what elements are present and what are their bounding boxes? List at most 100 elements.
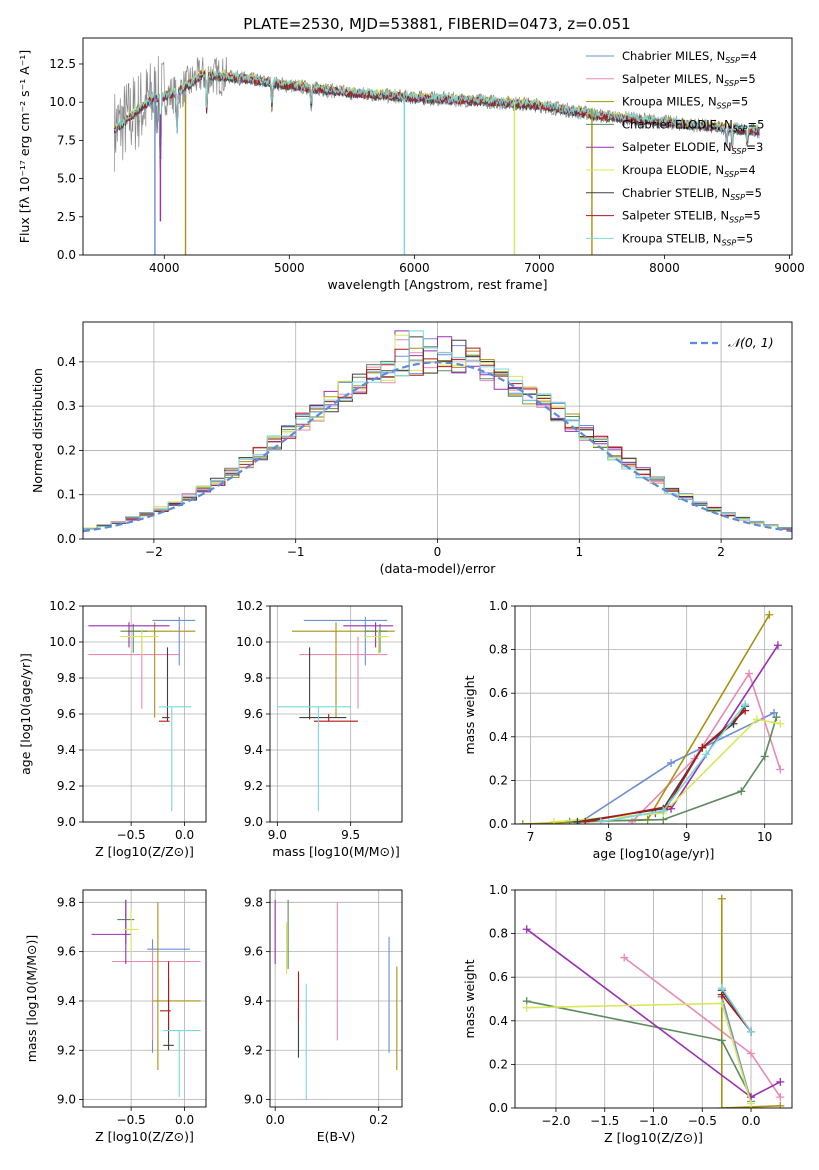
y-tick-label: 9.4 (57, 743, 76, 757)
y-tick-label: 0.6 (489, 970, 508, 984)
x-tick-label: 0.0 (741, 1114, 760, 1128)
plot-area-mass-weight-vs-Z (515, 890, 792, 1108)
mass-weight-marker (737, 787, 746, 796)
y-tick-label: 5.0 (57, 172, 76, 186)
plot-area-mass-vs-Z (83, 890, 206, 1107)
mass-weight-line (526, 1000, 752, 1098)
y-tick-label: 9.8 (57, 671, 76, 685)
mass-weight-marker (698, 743, 707, 752)
y-tick-label: 9.2 (244, 1043, 263, 1057)
legend-label: Chabrier STELIB, NSSP=5 (622, 186, 762, 202)
axes-frame (82, 321, 793, 540)
mass-weight-marker (776, 1093, 785, 1102)
y-tick-label: 1.0 (489, 599, 508, 613)
mass-weight-marker (776, 765, 785, 774)
legend-label: Salpeter MILES, NSSP=5 (622, 72, 756, 88)
mass-weight-marker (717, 894, 726, 903)
y-tick-label: 9.0 (57, 815, 76, 829)
y-tick-label: 0.0 (57, 532, 76, 546)
x-tick-label: −0.5 (117, 1113, 146, 1127)
mass-weight-marker (581, 817, 590, 824)
plot-area-age-vs-Z (83, 606, 206, 822)
mass-weight-marker (747, 1049, 756, 1058)
y-tick-label: 0.0 (57, 248, 76, 262)
x-axis-label: mass [log10(M/M⊙)] (272, 844, 400, 859)
x-tick-label: 4000 (149, 261, 180, 275)
y-tick-label: 9.0 (244, 1093, 263, 1107)
y-tick-label: 9.2 (244, 779, 263, 793)
plot-area-residual-histogram (83, 322, 792, 539)
legend-label: Chabrier MILES, NSSP=4 (622, 49, 757, 65)
plot-area-spectrum (113, 55, 760, 255)
y-tick-label: 9.8 (244, 671, 263, 685)
y-tick-label: 9.6 (244, 707, 263, 721)
mass-weight-marker (776, 719, 785, 728)
x-axis-label: (data-model)/error (380, 561, 497, 576)
plot-area-mass-vs-ebv (270, 890, 402, 1107)
x-tick-label: 2 (717, 545, 725, 559)
axes-age-vs-Z: −0.5 0.0 9.0 9.2 9.4 9.6 9.8 10.0 10.2 Z [log10(Z… (18, 599, 207, 859)
mass-weight-marker (752, 715, 761, 724)
x-axis-label: Z [log10(Z/Z⊙)] (95, 1129, 194, 1144)
axes-frame (82, 889, 207, 1108)
x-tick-label: 7000 (524, 261, 555, 275)
mass-weight-line (526, 1002, 752, 1104)
y-tick-label: 0.2 (57, 443, 76, 457)
x-tick-label: −1.5 (590, 1114, 619, 1128)
y-tick-label: 9.0 (244, 815, 263, 829)
y-tick-label: 10.2 (49, 599, 76, 613)
mass-weight-marker (565, 817, 574, 824)
mass-weight-marker (717, 984, 726, 993)
y-axis-label: mass weight (462, 675, 477, 754)
x-tick-label: 0.0 (175, 828, 194, 842)
x-axis-label: wavelength [Angstrom, rest frame] (327, 277, 547, 292)
mass-weight-marker (765, 610, 774, 619)
x-tick-label: 8000 (649, 261, 680, 275)
y-axis-label: mass [log10(M/M⊙)] (24, 935, 39, 1063)
x-tick-label: 9 (683, 830, 691, 844)
plot-area-age-vs-mass (270, 606, 402, 822)
x-tick-label: −2 (145, 545, 163, 559)
y-tick-label: 9.0 (57, 1093, 76, 1107)
axes-age-vs-mass: 9.0 9.5 9.0 9.2 9.4 9.6 9.8 10.0 10.2 mass [log10… (236, 599, 403, 859)
x-tick-label: −2.0 (541, 1114, 570, 1128)
y-tick-label: 9.4 (244, 743, 263, 757)
mass-weight-line (576, 712, 775, 824)
axes-frame (514, 889, 793, 1109)
y-tick-label: 0.0 (489, 1101, 508, 1115)
y-tick-label: 12.5 (49, 57, 76, 71)
mass-weight-marker (659, 806, 668, 815)
y-tick-label: 10.0 (236, 635, 263, 649)
y-tick-label: 9.8 (57, 895, 76, 909)
axes-frame (514, 605, 793, 825)
y-axis-label: age [log10(age/yr)] (18, 653, 33, 775)
mass-weight-marker (717, 999, 726, 1008)
axes-mass-weight-vs-age: 7 8 9 10 0.0 0.2 0.4 0.6 0.8 1.0 age [log10(age/yr… (462, 599, 793, 861)
axes-mass-vs-ebv: 0.0 0.2 9.0 9.2 9.4 9.6 9.8 E(B-V) (244, 889, 403, 1144)
x-tick-label: 9.5 (341, 828, 360, 842)
y-tick-label: 0.2 (489, 1057, 508, 1071)
mass-weight-marker (628, 817, 637, 824)
y-tick-label: 9.2 (57, 1043, 76, 1057)
x-axis-label: E(B-V) (317, 1129, 356, 1144)
mass-weight-marker (776, 1101, 785, 1108)
mass-weight-marker (773, 641, 782, 650)
y-axis-label: Flux [fλ 10⁻¹⁷ erg cm⁻² s⁻¹ A⁻¹] (17, 50, 32, 243)
y-tick-label: 0.8 (489, 927, 508, 941)
x-tick-label: 0.0 (266, 1113, 285, 1127)
y-tick-label: 0.3 (57, 399, 76, 413)
mass-weight-marker (550, 817, 559, 824)
x-tick-label: 6000 (399, 261, 430, 275)
y-tick-label: 2.5 (57, 210, 76, 224)
y-tick-label: 1.0 (489, 883, 508, 897)
mass-weight-marker (573, 817, 582, 824)
x-tick-label: 9.0 (268, 828, 287, 842)
y-tick-label: 9.6 (57, 707, 76, 721)
x-tick-label: −1.0 (639, 1114, 668, 1128)
x-tick-label: 0 (434, 545, 442, 559)
legend-label: 𝒩(0, 1) (728, 335, 774, 350)
mass-weight-marker (772, 713, 781, 722)
mass-weight-marker (522, 1003, 531, 1012)
x-tick-label: −0.5 (688, 1114, 717, 1128)
y-tick-label: 9.4 (244, 994, 263, 1008)
